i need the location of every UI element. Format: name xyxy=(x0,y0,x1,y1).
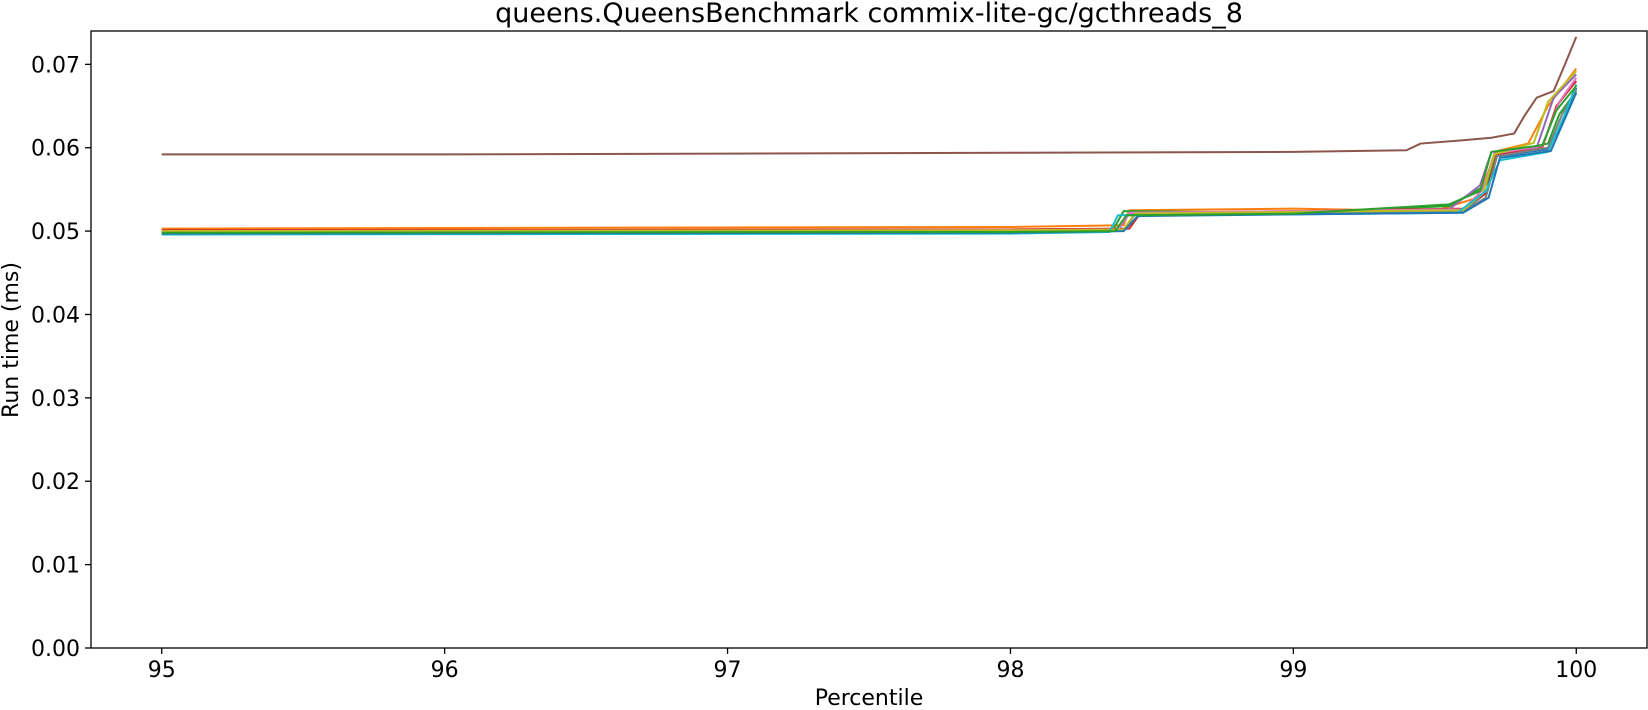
y-tick-label: 0.07 xyxy=(31,53,80,78)
y-tick-label: 0.04 xyxy=(31,303,80,328)
x-axis-label: Percentile xyxy=(815,686,924,710)
series-layer xyxy=(161,36,1578,236)
x-axis: 95 96 97 98 99 100 xyxy=(148,648,1597,683)
y-tick-label: 0.01 xyxy=(31,554,80,579)
plot-frame xyxy=(90,30,1648,649)
y-tick-label: 0.06 xyxy=(31,137,80,162)
y-axis-label: Run time (ms) xyxy=(0,262,24,418)
x-tick-label: 95 xyxy=(148,658,176,683)
x-tick-label: 100 xyxy=(1555,658,1597,683)
y-tick-label: 0.02 xyxy=(31,470,80,495)
y-axis: 0.00 0.01 0.02 0.03 0.04 0.05 0.06 0.07 xyxy=(31,53,91,662)
x-tick-label: 96 xyxy=(431,658,459,683)
y-tick-label: 0.05 xyxy=(31,220,80,245)
series-line-12 xyxy=(161,85,1578,234)
x-tick-label: 97 xyxy=(714,658,742,683)
chart-title: queens.QueensBenchmark commix-lite-gc/gc… xyxy=(495,0,1243,29)
x-tick-label: 99 xyxy=(1279,658,1307,683)
series-line-9 xyxy=(161,70,1578,233)
series-line-6 xyxy=(161,36,1578,156)
y-tick-label: 0.03 xyxy=(31,387,80,412)
y-tick-label: 0.00 xyxy=(31,637,80,662)
x-tick-label: 98 xyxy=(996,658,1024,683)
